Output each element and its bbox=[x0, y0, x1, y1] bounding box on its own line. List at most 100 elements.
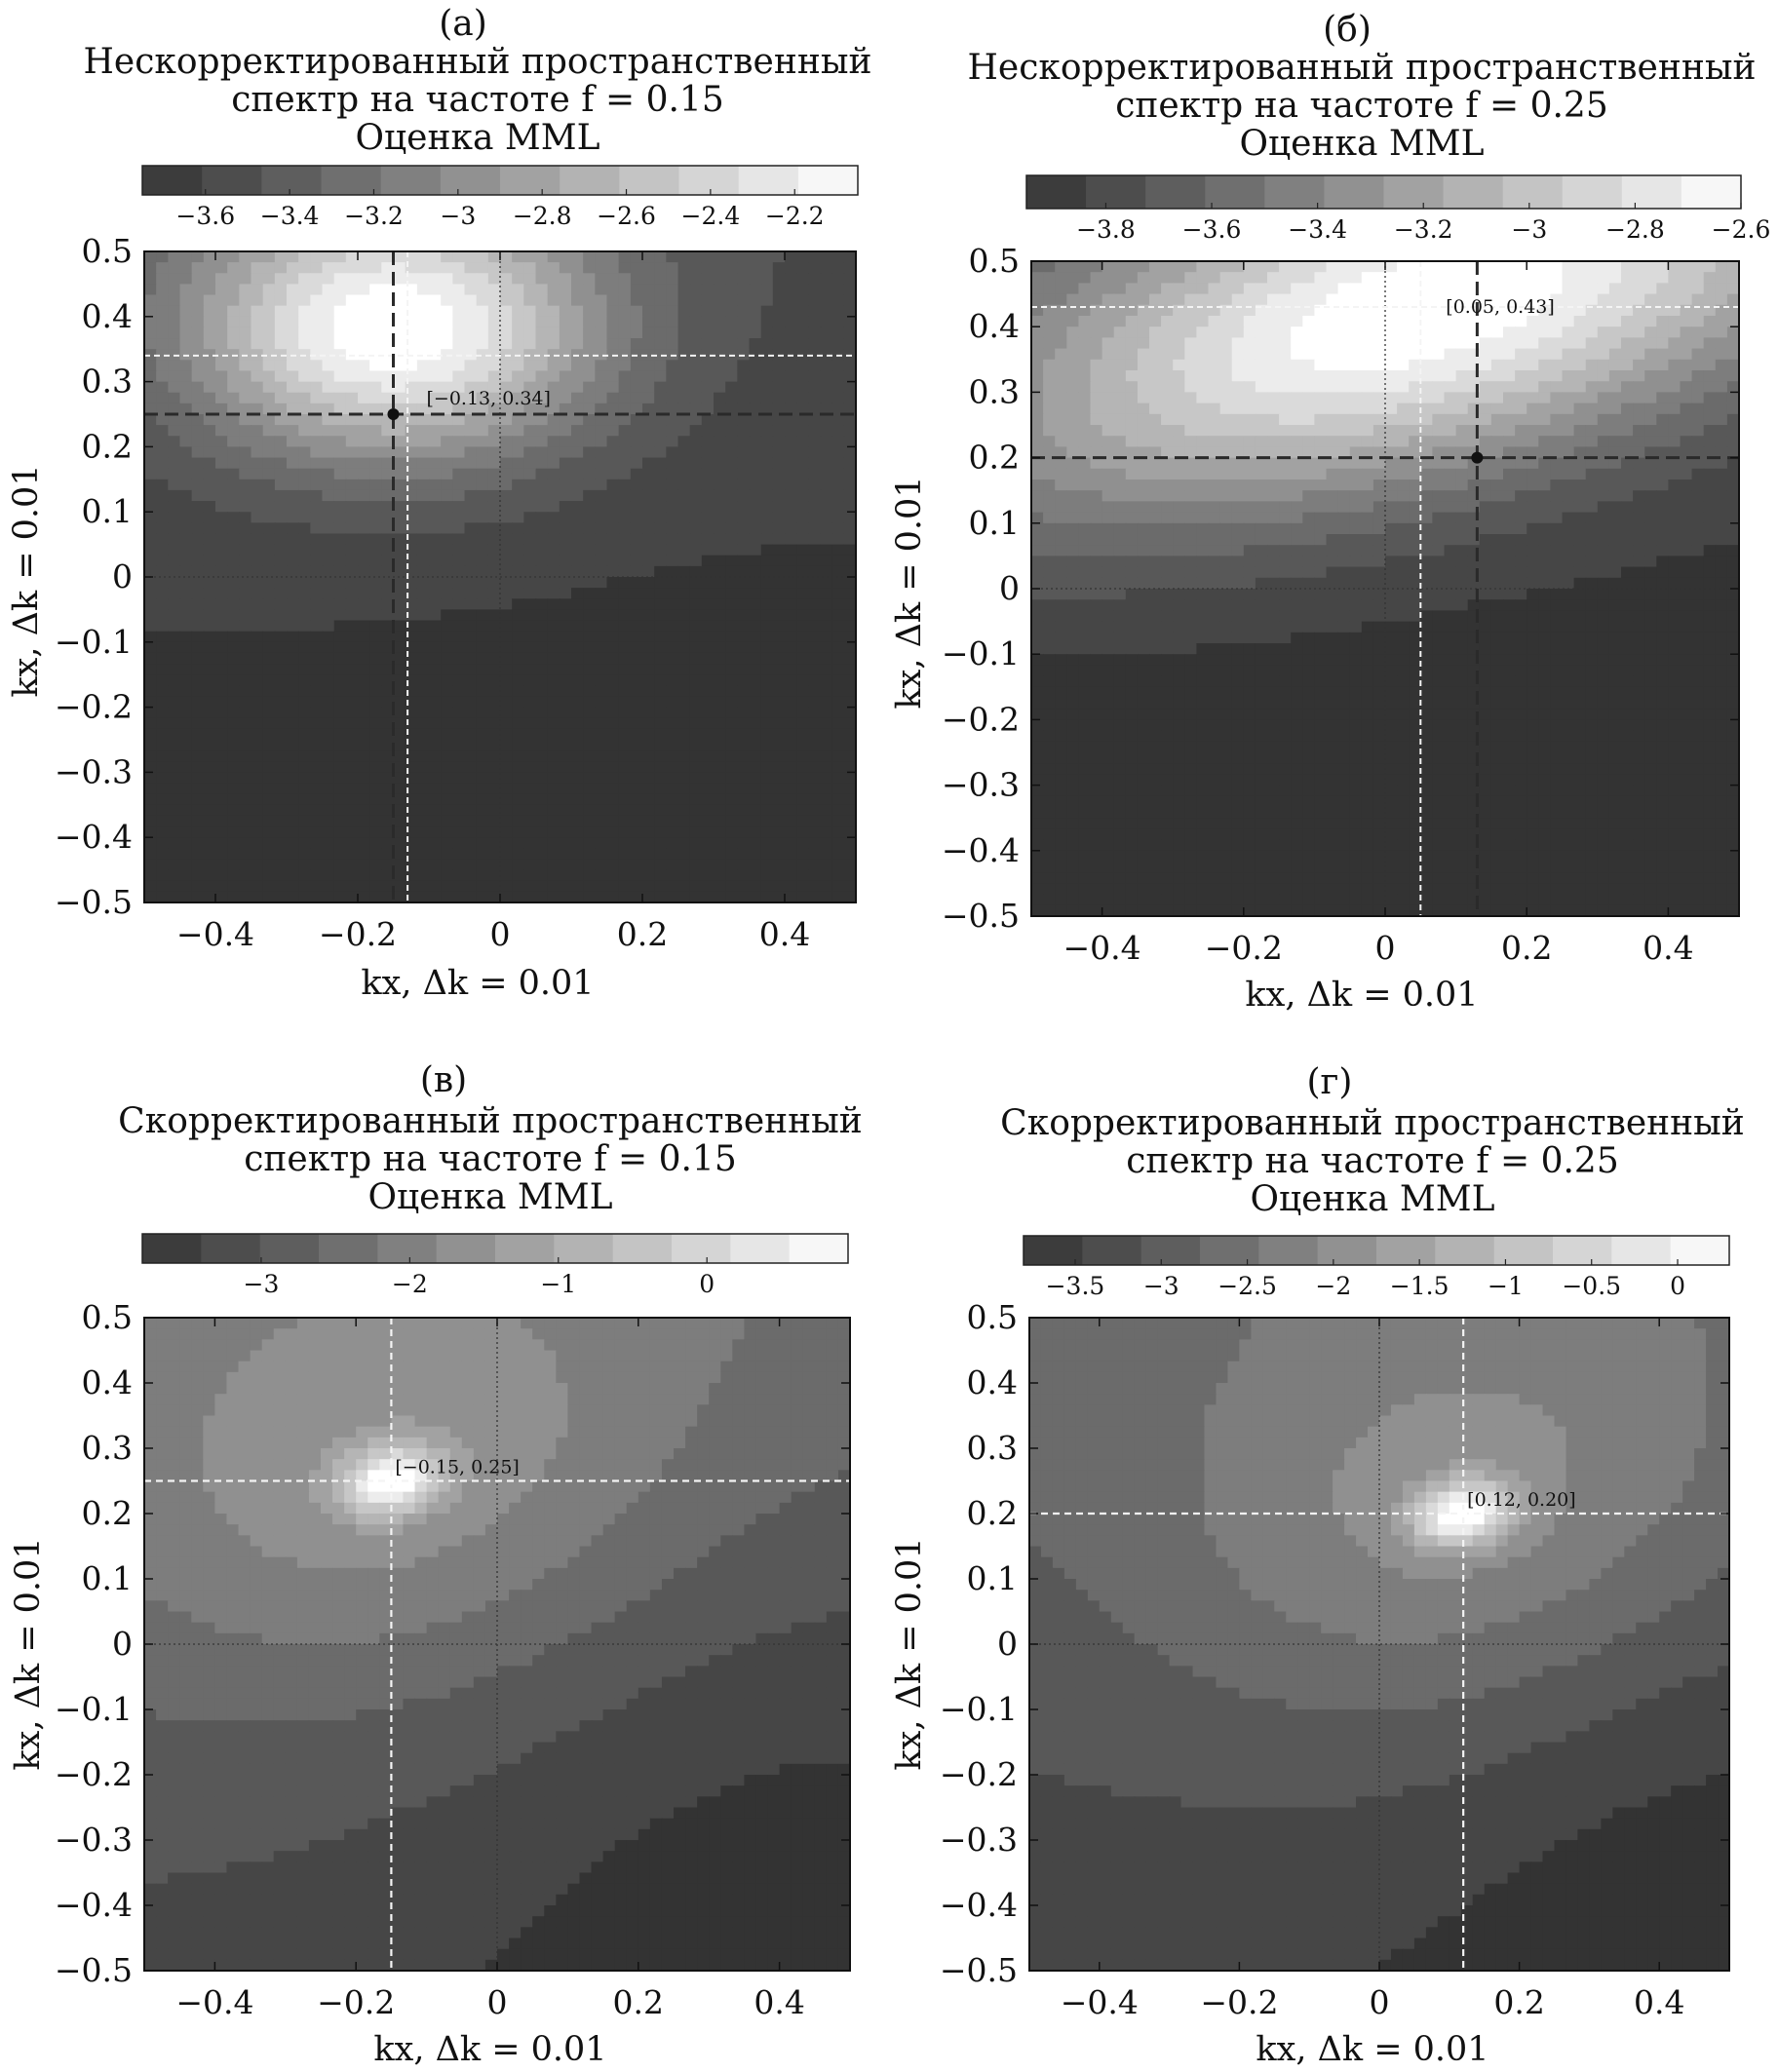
colorbar-band bbox=[321, 166, 382, 195]
heatmap-cell bbox=[144, 728, 157, 741]
heatmap-cell bbox=[583, 740, 596, 751]
heatmap-cell bbox=[689, 512, 703, 523]
heatmap-cell bbox=[714, 620, 726, 633]
heatmap-cell bbox=[714, 436, 726, 447]
heatmap-cell bbox=[654, 273, 667, 285]
heatmap-cell bbox=[595, 381, 608, 394]
heatmap-cell bbox=[393, 305, 406, 318]
heatmap-cell bbox=[749, 783, 762, 795]
heatmap-cell bbox=[796, 880, 809, 893]
heatmap-cell bbox=[310, 848, 324, 861]
heatmap-cell bbox=[179, 674, 193, 686]
heatmap-cell bbox=[333, 360, 347, 372]
heatmap-cell bbox=[808, 262, 822, 274]
heatmap-cell bbox=[808, 479, 822, 491]
heatmap-cell bbox=[559, 284, 572, 296]
heatmap-cell bbox=[1397, 337, 1410, 350]
heatmap-cell bbox=[689, 728, 703, 741]
heatmap-cell bbox=[156, 793, 169, 806]
heatmap-cell bbox=[239, 284, 252, 296]
heatmap-cell bbox=[831, 826, 845, 838]
heatmap-cell bbox=[168, 284, 181, 296]
heatmap-cell bbox=[322, 696, 335, 709]
heatmap-cell bbox=[642, 588, 655, 599]
heatmap-cell bbox=[796, 750, 809, 762]
heatmap-cell bbox=[1656, 403, 1669, 415]
heatmap-cell bbox=[618, 273, 632, 285]
heatmap-cell bbox=[381, 414, 395, 426]
heatmap-cell bbox=[1644, 457, 1657, 470]
heatmap-cell bbox=[369, 512, 382, 523]
heatmap-cell bbox=[203, 859, 216, 871]
colorbar-tick-label: −3.2 bbox=[1394, 215, 1453, 244]
heatmap-cell bbox=[642, 349, 655, 361]
heatmap-cell bbox=[1409, 304, 1421, 317]
heatmap-cell bbox=[535, 772, 549, 785]
heatmap-cell bbox=[1255, 392, 1268, 404]
heatmap-cell bbox=[251, 522, 264, 535]
heatmap-cell bbox=[737, 696, 751, 709]
heatmap-cell bbox=[1102, 480, 1115, 491]
heatmap-cell bbox=[714, 262, 726, 274]
heatmap-cell bbox=[796, 414, 809, 426]
heatmap-cell bbox=[749, 664, 762, 675]
heatmap-cell bbox=[1243, 370, 1256, 382]
heatmap-cell bbox=[1385, 403, 1398, 415]
heatmap-cell bbox=[618, 425, 632, 437]
heatmap-cell bbox=[666, 728, 679, 741]
heatmap-cell bbox=[1562, 326, 1575, 338]
heatmap-cell bbox=[168, 251, 181, 263]
heatmap-cell bbox=[523, 284, 537, 296]
heatmap-cell bbox=[287, 685, 299, 698]
heatmap-cell bbox=[1125, 403, 1139, 415]
heatmap-cell bbox=[760, 664, 774, 675]
heatmap-cell bbox=[512, 381, 524, 394]
heatmap-cell bbox=[310, 783, 324, 795]
heatmap-cell bbox=[381, 588, 395, 599]
heatmap-cell bbox=[523, 326, 537, 339]
heatmap-cell bbox=[785, 631, 797, 643]
heatmap-cell bbox=[1090, 392, 1103, 404]
heatmap-cell bbox=[749, 512, 762, 523]
heatmap-cell bbox=[464, 425, 478, 437]
heatmap-cell bbox=[1149, 381, 1162, 393]
heatmap-cell bbox=[1090, 370, 1103, 382]
heatmap-cell bbox=[441, 326, 453, 339]
heatmap-cell bbox=[476, 837, 489, 849]
heatmap-cell bbox=[1444, 359, 1457, 371]
heatmap-cell bbox=[737, 436, 751, 447]
heatmap-cell bbox=[500, 793, 513, 806]
heatmap-cell bbox=[1527, 468, 1539, 480]
heatmap-cell bbox=[666, 804, 679, 817]
heatmap-cell bbox=[689, 360, 703, 372]
heatmap-cell bbox=[654, 728, 667, 741]
heatmap-cell bbox=[179, 685, 193, 698]
heatmap-cell bbox=[725, 837, 738, 849]
heatmap-cell bbox=[1703, 413, 1717, 426]
heatmap-cell bbox=[725, 750, 738, 762]
heatmap-cell bbox=[512, 436, 524, 447]
heatmap-cell bbox=[831, 338, 845, 350]
heatmap-cell bbox=[429, 533, 442, 546]
heatmap-cell bbox=[381, 620, 395, 633]
heatmap-cell bbox=[1279, 348, 1292, 361]
heatmap-cell bbox=[322, 707, 335, 719]
heatmap-cell bbox=[1597, 293, 1610, 306]
heatmap-cell bbox=[1314, 425, 1328, 437]
heatmap-cell bbox=[227, 848, 240, 861]
heatmap-cell bbox=[251, 294, 264, 307]
heatmap-cell bbox=[215, 533, 228, 546]
heatmap-cell bbox=[772, 457, 786, 470]
heatmap-cell bbox=[808, 609, 822, 622]
heatmap-cell bbox=[1349, 413, 1363, 426]
heatmap-cell bbox=[1349, 457, 1363, 470]
heatmap-cell bbox=[452, 262, 466, 274]
heatmap-cell bbox=[1102, 337, 1115, 350]
heatmap-cell bbox=[618, 652, 632, 665]
heatmap-cell bbox=[476, 457, 489, 470]
heatmap-cell bbox=[583, 479, 596, 491]
heatmap-cell bbox=[251, 837, 264, 849]
heatmap-cell bbox=[689, 565, 703, 578]
heatmap-cell bbox=[831, 588, 845, 599]
heatmap-cell bbox=[1527, 425, 1539, 437]
